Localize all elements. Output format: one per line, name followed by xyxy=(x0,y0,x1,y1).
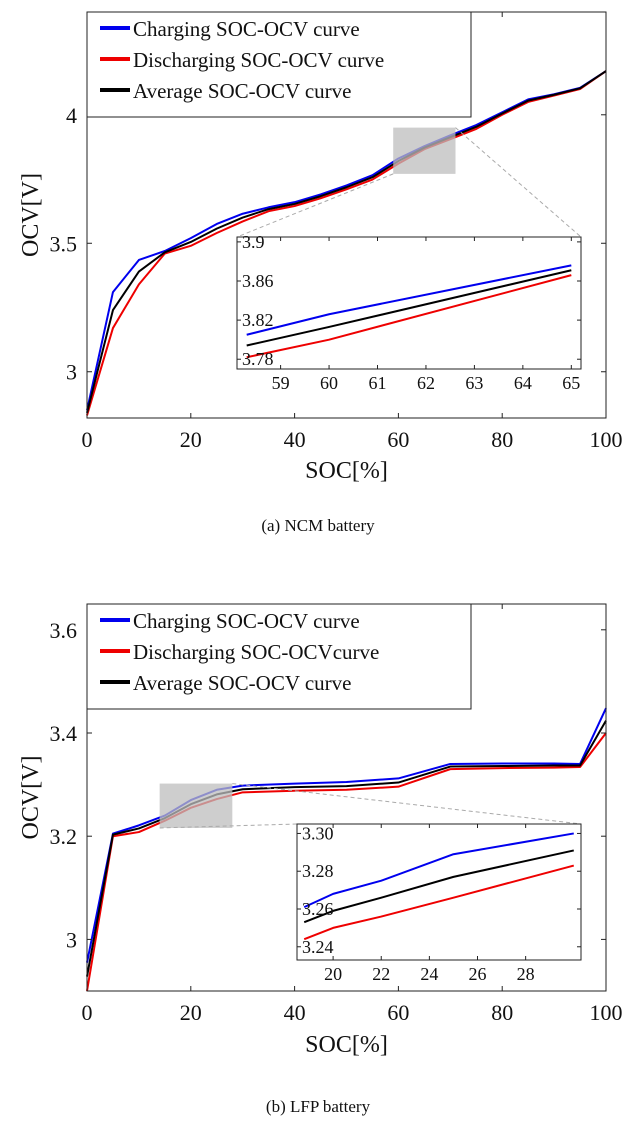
lfp-inset-ytick-label: 3.30 xyxy=(302,823,334,843)
chart-lfp-battery: 0 20 40 60 80 100 3 3.2 3.4 3.6 SOC[%] OCV[V] Chargi… xyxy=(18,603,623,1116)
ncm-legend-entry: Average SOC-OCV curve xyxy=(133,79,352,103)
lfp-series-charging-soc-ocv-curve-line xyxy=(86,707,607,963)
ncm-xtick-label: 80 xyxy=(491,427,513,452)
ncm-inset-xtick-label: 59 xyxy=(272,373,290,393)
lfp-x-axis-title: SOC[%] xyxy=(305,1032,388,1058)
lfp-ytick-label: 3 xyxy=(66,927,77,952)
lfp-inset-series-group xyxy=(303,832,575,941)
ncm-legend-entry: Charging SOC-OCV curve xyxy=(133,17,360,41)
lfp-legend-entry: Charging SOC-OCV curve xyxy=(133,609,360,633)
ncm-inset-series-group xyxy=(246,264,572,359)
lfp-inset-series-0-line xyxy=(303,832,574,909)
lfp-inset-xtick-label: 22 xyxy=(372,964,390,984)
lfp-ytick-label: 3.2 xyxy=(50,824,78,849)
ncm-inset-xtick-label: 62 xyxy=(417,373,435,393)
lfp-caption: (b) LFP battery xyxy=(266,1097,371,1116)
lfp-inset-series-2-line xyxy=(303,849,574,924)
ncm-xtick-label: 60 xyxy=(387,427,409,452)
lfp-xtick-label: 80 xyxy=(491,1000,513,1025)
lfp-inset-xtick-label: 26 xyxy=(469,964,487,984)
ncm-legend: Charging SOC-OCV curve Discharging SOC-OC… xyxy=(86,11,472,118)
ncm-inset: 59 60 61 62 63 64 65 3.78 3.82 3.86 3.9 xyxy=(236,232,582,393)
lfp-inset-ytick-label: 3.26 xyxy=(302,899,334,919)
ncm-inset-xtick-label: 60 xyxy=(320,373,338,393)
lfp-series-discharging-soc-ocvcurve-line xyxy=(86,732,607,992)
ncm-inset-xtick-label: 65 xyxy=(562,373,580,393)
lfp-xtick-label: 60 xyxy=(387,1000,409,1025)
ncm-inset-xtick-label: 63 xyxy=(465,373,483,393)
ncm-series-discharging-soc-ocv-curve-line xyxy=(86,70,607,416)
lfp-legend-box xyxy=(86,603,472,710)
ncm-legend-box xyxy=(86,11,472,118)
lfp-legend-entry: Average SOC-OCV curve xyxy=(133,671,352,695)
lfp-y-axis-title: OCV[V] xyxy=(18,756,44,840)
lfp-xtick-label: 100 xyxy=(590,1000,623,1025)
ncm-xtick-label: 100 xyxy=(590,427,623,452)
lfp-zoom-region xyxy=(159,783,233,828)
lfp-ytick-label: 3.4 xyxy=(50,721,78,746)
ncm-x-axis-title: SOC[%] xyxy=(305,458,388,484)
ncm-inset-frame xyxy=(236,236,582,370)
ncm-inset-ytick-label: 3.78 xyxy=(242,349,274,369)
lfp-series-average-soc-ocv-curve-line xyxy=(86,720,607,977)
lfp-zoom-connector-right xyxy=(232,783,582,825)
ncm-y-axis-title: OCV[V] xyxy=(18,173,44,257)
ncm-zoom-connector-left xyxy=(236,173,394,238)
ncm-xtick-label: 20 xyxy=(180,427,202,452)
ncm-zoom-region xyxy=(393,127,456,174)
lfp-inset-ytick-label: 3.28 xyxy=(302,861,334,881)
ncm-inset-ytick-label: 3.82 xyxy=(242,310,274,330)
lfp-inset: 20 22 24 26 28 3.24 3.26 3.28 3.30 xyxy=(296,823,582,984)
ncm-inset-xtick-label: 64 xyxy=(514,373,532,393)
ncm-inset-series-0-line xyxy=(246,264,572,336)
lfp-inset-xtick-label: 20 xyxy=(324,964,342,984)
ncm-inset-series-2-line xyxy=(246,269,572,347)
lfp-inset-frame xyxy=(296,823,582,961)
ncm-inset-ytick-label: 3.9 xyxy=(242,232,265,252)
lfp-inset-area xyxy=(297,824,581,960)
ncm-ytick-label: 3.5 xyxy=(50,231,78,256)
ncm-xtick-label: 40 xyxy=(284,427,306,452)
ncm-inset-ytick-label: 3.86 xyxy=(242,271,274,291)
lfp-inset-ytick-label: 3.24 xyxy=(302,937,334,957)
lfp-xtick-label: 40 xyxy=(284,1000,306,1025)
ncm-ytick-label: 4 xyxy=(66,103,77,128)
chart-ncm-battery: 0 20 40 60 80 100 3 3.5 4 SOC[%] OCV[V] Charging SO… xyxy=(18,11,623,535)
lfp-inset-series-1-line xyxy=(303,864,575,941)
lfp-xtick-label: 0 xyxy=(82,1000,93,1025)
lfp-ytick-label: 3.6 xyxy=(50,618,78,643)
lfp-inset-xtick-label: 24 xyxy=(420,964,438,984)
lfp-inset-xtick-label: 28 xyxy=(517,964,535,984)
lfp-legend: Charging SOC-OCV curve Discharging SOC-OC… xyxy=(86,603,472,710)
ncm-inset-xtick-label: 61 xyxy=(369,373,387,393)
lfp-series-group xyxy=(86,707,607,992)
ncm-series-average-soc-ocv-curve-line xyxy=(86,70,607,414)
ncm-inset-series-1-line xyxy=(246,274,572,359)
lfp-xtick-label: 20 xyxy=(180,1000,202,1025)
ncm-series-charging-soc-ocv-curve-line xyxy=(86,70,607,411)
ncm-series-group xyxy=(86,70,607,416)
ncm-caption: (a) NCM battery xyxy=(261,516,375,535)
ncm-xtick-label: 0 xyxy=(82,427,93,452)
lfp-legend-entry: Discharging SOC-OCVcurve xyxy=(133,640,379,664)
ncm-ytick-label: 3 xyxy=(66,360,77,385)
ncm-legend-entry: Discharging SOC-OCV curve xyxy=(133,48,384,72)
lfp-zoom-connector-left xyxy=(159,823,298,829)
